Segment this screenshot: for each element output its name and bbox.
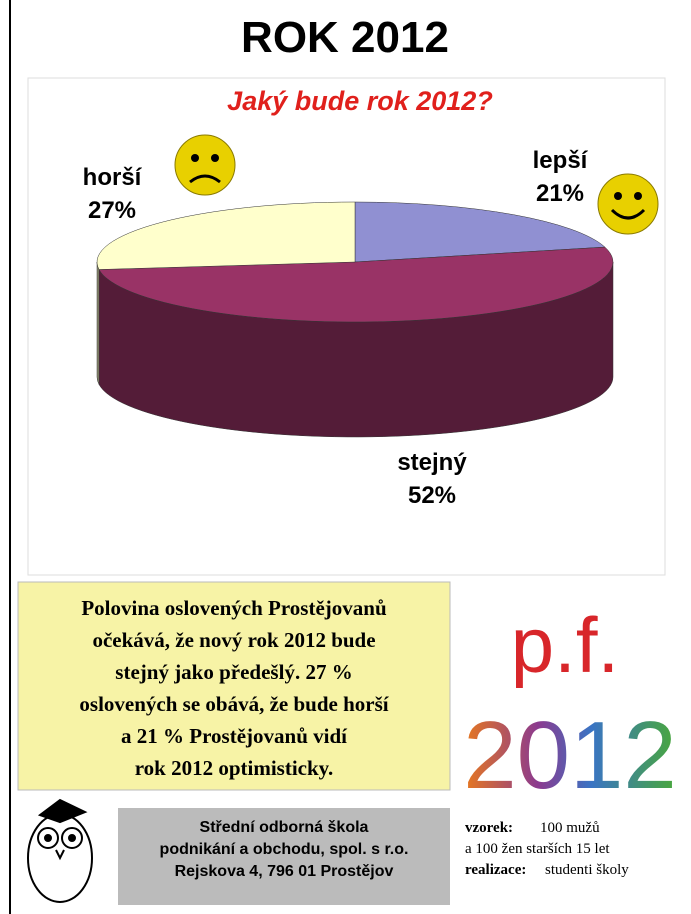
slice-label: lepší	[533, 147, 589, 174]
slice-value-label: 27%	[88, 197, 136, 224]
realization-text: studenti školy	[545, 862, 629, 878]
summary-line: Polovina oslovených Prostějovanů	[81, 596, 387, 620]
summary-line: a 21 % Prostějovanů vidí	[121, 724, 348, 748]
slice-label: horší	[83, 164, 143, 191]
sad-smiley	[175, 135, 235, 195]
summary-line: rok 2012 optimisticky.	[135, 756, 334, 780]
sample-label: vzorek:	[465, 820, 513, 836]
slice-value-label: 52%	[408, 482, 456, 509]
summary-line: stejný jako předešlý. 27 %	[115, 660, 352, 684]
owl-icon	[28, 800, 92, 902]
page-title: ROK 2012	[241, 13, 449, 62]
page: ROK 2012 Jaký bude rok 2012? lepší 21% ste…	[0, 0, 691, 914]
pie-side	[97, 262, 99, 385]
poster: ROK 2012 Jaký bude rok 2012? lepší 21% ste…	[0, 0, 691, 914]
happy-smiley	[598, 174, 658, 234]
slice-value-label: 21%	[536, 180, 584, 207]
pf-text: p.f.	[511, 601, 619, 689]
realization-label: realizace:	[465, 862, 526, 878]
school-line: Rejskova 4, 796 01 Prostějov	[175, 863, 394, 880]
sample-text: 100 mužů	[540, 820, 600, 836]
summary-line: oslovených se obává, že bude horší	[79, 692, 389, 716]
sample-line: a 100 žen starších 15 let	[465, 841, 610, 857]
school-line: podnikání a obchodu, spol. s r.o.	[160, 841, 409, 858]
summary-line: očekává, že nový rok 2012 bude	[92, 628, 375, 652]
sample: vzorek: 100 mužů a 100 žen starších 15 l…	[465, 820, 629, 878]
school-line: Střední odborná škola	[200, 819, 369, 836]
slice-label: stejný	[397, 449, 467, 476]
pf-year: 2012	[463, 702, 677, 809]
chart-title: Jaký bude rok 2012?	[227, 86, 493, 116]
